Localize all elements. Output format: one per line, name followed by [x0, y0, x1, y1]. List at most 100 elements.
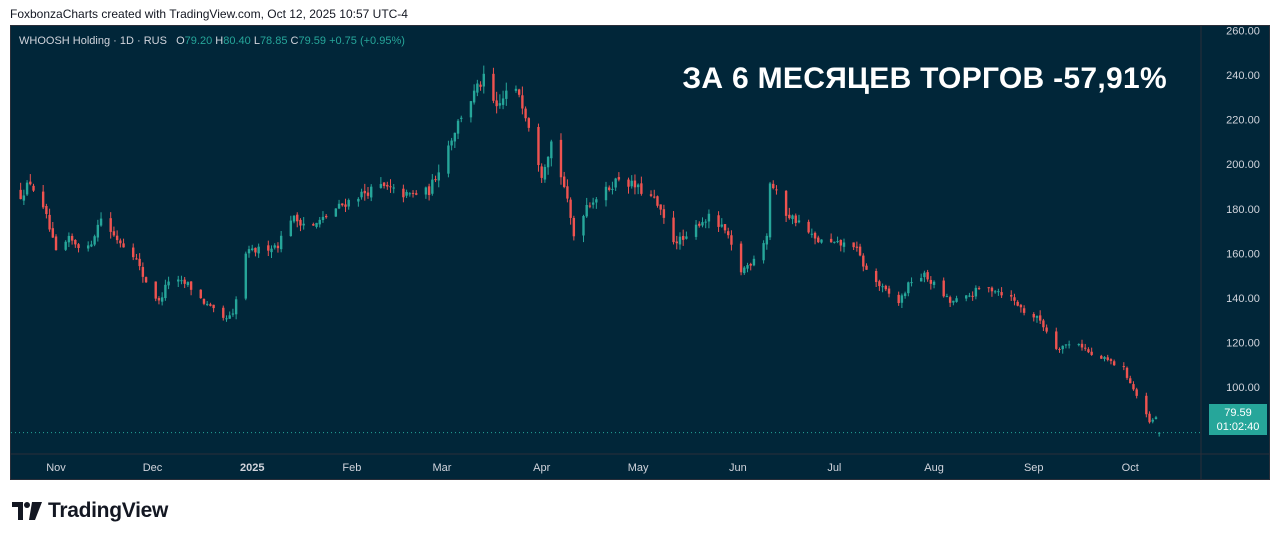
candle	[517, 88, 521, 98]
candle	[698, 221, 701, 228]
candle	[727, 227, 730, 239]
candle	[379, 177, 383, 189]
candle	[874, 268, 878, 287]
candlestick-chart[interactable]: 100.00 120.00 140.00 160.00 180.00 200.00 220.…	[11, 26, 1269, 479]
candle	[608, 185, 611, 192]
price-tick-label: 220.00	[1226, 115, 1260, 127]
price-axis[interactable]: 100.00 120.00 140.00 160.00 180.00 200.00 220.…	[1200, 26, 1260, 479]
candle	[251, 244, 254, 252]
candle	[167, 276, 170, 290]
chart-headline: ЗА 6 МЕСЯЦЕВ ТОРГОВ -57,91%	[682, 62, 1167, 95]
candle	[434, 175, 437, 183]
candle	[22, 189, 26, 206]
candle	[543, 164, 547, 183]
candle	[370, 184, 373, 202]
candle	[222, 305, 225, 321]
candle	[115, 230, 119, 244]
candle	[247, 245, 251, 258]
candle	[341, 203, 344, 207]
candle	[135, 253, 138, 260]
candle	[842, 238, 846, 253]
time-tick-label: May	[628, 462, 649, 474]
candle	[324, 214, 328, 219]
candle	[694, 220, 698, 240]
time-tick-label: Nov	[46, 462, 66, 474]
candle	[765, 233, 769, 250]
candle	[312, 222, 315, 226]
candle	[585, 197, 588, 218]
candle	[862, 253, 865, 272]
candle	[932, 280, 936, 289]
legend-high-value: 80.40	[223, 35, 251, 47]
time-tick-label: Dec	[143, 462, 163, 474]
legend-open-value: 79.20	[184, 35, 213, 47]
candle	[952, 300, 955, 306]
candle	[540, 163, 543, 183]
candle	[186, 281, 190, 288]
candle	[887, 285, 891, 298]
candle	[225, 315, 228, 322]
candle	[907, 281, 910, 297]
candle	[456, 118, 460, 140]
candle	[1022, 305, 1026, 316]
candle	[968, 292, 971, 298]
bar-countdown: 01:02:40	[1216, 421, 1260, 433]
candle	[1122, 362, 1126, 371]
candle	[315, 222, 318, 229]
candle	[1100, 354, 1103, 359]
candle	[1055, 327, 1058, 351]
candle	[386, 181, 389, 190]
last-price-label: 79.59 01:02:40	[1209, 404, 1267, 435]
candle	[476, 79, 479, 97]
candle	[212, 304, 215, 313]
legend-close-value: 79.59	[298, 35, 327, 47]
candle	[987, 287, 990, 293]
candle	[363, 183, 366, 201]
candle	[347, 198, 350, 210]
candle	[749, 262, 752, 271]
candle	[157, 296, 161, 305]
candle	[234, 296, 238, 320]
candle	[611, 181, 614, 195]
candle	[817, 235, 820, 244]
candle	[791, 214, 794, 225]
candle	[45, 203, 48, 219]
candle	[296, 212, 299, 228]
time-tick-label: Apr	[533, 462, 550, 474]
time-axis[interactable]: Nov Dec 2025 Feb Mar Apr May Jun Jul Aug Sep Oct	[11, 453, 1269, 474]
price-tick-label: 120.00	[1226, 338, 1260, 350]
candle	[717, 211, 720, 232]
candle	[524, 106, 527, 122]
candle	[415, 190, 418, 196]
tradingview-brand[interactable]: TradingView	[12, 499, 168, 523]
candle	[54, 234, 58, 251]
candle	[1129, 375, 1132, 384]
time-tick-label: Jul	[827, 462, 841, 474]
candle	[132, 243, 135, 261]
candle	[344, 198, 347, 213]
candle	[604, 181, 608, 207]
candle	[858, 243, 862, 257]
candle	[366, 187, 370, 199]
candle	[752, 255, 756, 267]
candle	[254, 247, 257, 257]
candle	[775, 185, 778, 195]
candle	[424, 186, 428, 199]
legend-open-label: O	[176, 35, 185, 47]
candles	[19, 65, 1161, 437]
candle	[257, 243, 260, 258]
candle	[302, 217, 305, 230]
candle	[627, 177, 630, 194]
candle	[334, 208, 338, 217]
candle	[977, 286, 981, 290]
candle	[559, 133, 563, 185]
candle	[437, 164, 440, 188]
candle	[595, 197, 598, 209]
legend-close-label: C	[290, 35, 299, 47]
candle	[1090, 347, 1093, 356]
chart-area[interactable]: 100.00 120.00 140.00 160.00 180.00 200.00 220.…	[10, 25, 1270, 480]
candle	[852, 242, 855, 251]
candle	[566, 179, 569, 203]
time-tick-label: Feb	[342, 462, 361, 474]
candle	[1132, 381, 1135, 391]
